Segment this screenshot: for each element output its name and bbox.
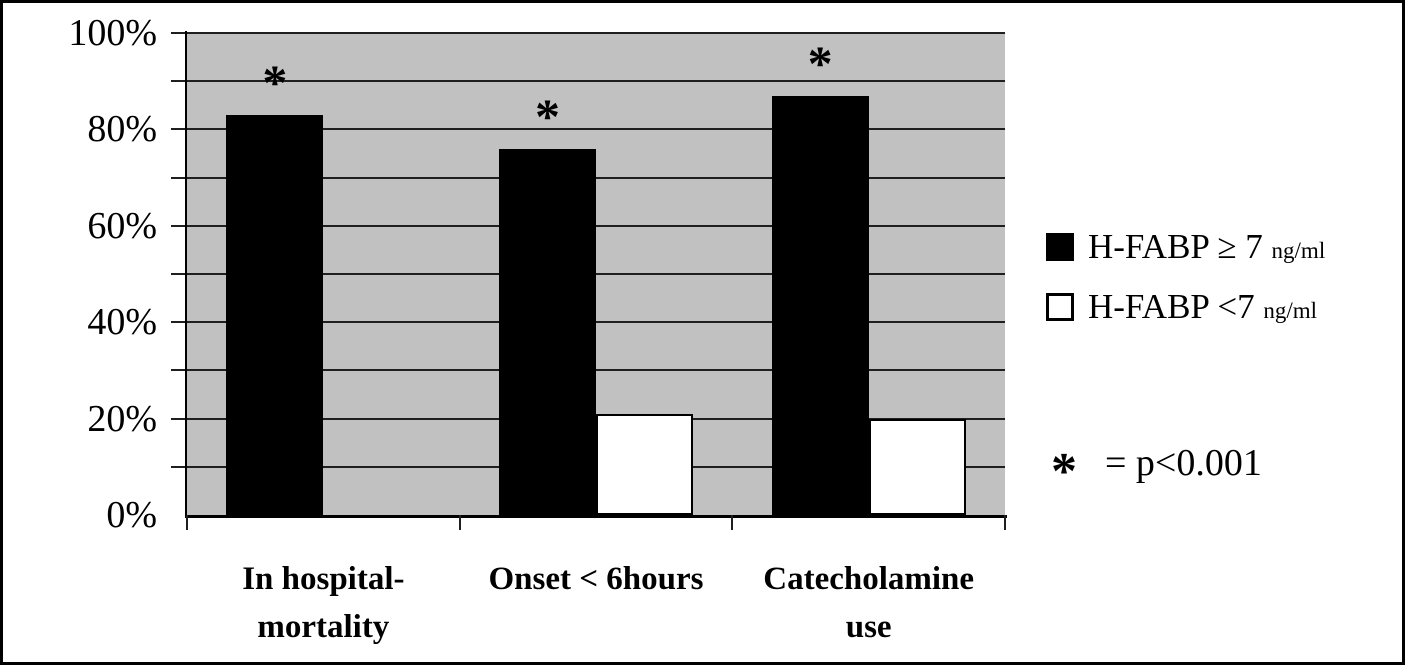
- gridline: [187, 80, 1005, 83]
- gridline: [187, 369, 1005, 372]
- y-axis-label: 80%: [87, 108, 157, 151]
- y-axis-label: 100%: [68, 12, 157, 54]
- y-axis-tick: [171, 369, 187, 372]
- legend-swatch-white-icon: [1046, 293, 1074, 321]
- legend-label: H-FABP ≥ 7 ng/ml: [1088, 227, 1325, 267]
- bar-s1-c2: [868, 418, 966, 515]
- legend-label-main: H-FABP ≥ 7: [1088, 227, 1263, 266]
- p-value-text: = p<0.001: [1105, 442, 1262, 484]
- p-value-note: * = p<0.001: [1051, 441, 1262, 498]
- y-axis-tick: [171, 465, 187, 468]
- significance-asterisk-icon: *: [535, 87, 560, 144]
- x-axis-line: [185, 515, 1007, 518]
- y-axis-label: 60%: [87, 204, 157, 247]
- gridline: [187, 32, 1005, 34]
- y-axis-tick: [171, 224, 187, 227]
- legend-label-unit: ng/ml: [1263, 298, 1317, 323]
- bar-s0-c0: [226, 114, 324, 515]
- x-axis-tick: [1004, 515, 1006, 530]
- y-axis-tick: [171, 176, 187, 179]
- y-axis-label: 0%: [106, 494, 157, 536]
- gridline: [187, 224, 1005, 227]
- y-axis-tick: [171, 273, 187, 275]
- y-axis-line: [185, 31, 187, 517]
- legend: H-FABP ≥ 7 ng/ml H-FABP <7 ng/ml: [1046, 217, 1325, 337]
- gridline: [187, 128, 1005, 131]
- plot-area: 100% 80% 60% 40% 20% 0% * In hospital- mortalit…: [68, 12, 1007, 645]
- y-axis-tick: [171, 32, 187, 34]
- y-axis-label: 20%: [87, 397, 157, 440]
- asterisk-icon: *: [1051, 443, 1077, 500]
- significance-asterisk-icon: *: [262, 53, 288, 110]
- bar-s0-c1: [499, 148, 596, 515]
- category-label: Catecholamine use: [763, 561, 975, 645]
- gridline: [187, 321, 1005, 324]
- x-axis-tick: [458, 515, 461, 530]
- significance-asterisk-icon: *: [807, 34, 833, 91]
- category-label: In hospital- mortality: [242, 561, 405, 645]
- y-axis-label: 40%: [87, 301, 157, 344]
- legend-swatch-black-icon: [1046, 233, 1074, 261]
- y-axis-tick: [171, 417, 187, 420]
- bar-s1-c1: [596, 413, 693, 515]
- gridline: [187, 176, 1005, 179]
- category-label: Onset < 6hours: [488, 561, 704, 597]
- x-axis-tick: [731, 515, 734, 530]
- y-axis-tick: [171, 128, 187, 131]
- bar-s0-c2: [771, 95, 869, 515]
- y-axis-tick: [171, 80, 187, 83]
- y-axis-tick: [171, 321, 187, 324]
- legend-label: H-FABP <7 ng/ml: [1088, 287, 1317, 327]
- x-axis-tick: [186, 515, 188, 530]
- legend-label-unit: ng/ml: [1271, 238, 1326, 263]
- legend-item-hfabp-high: H-FABP ≥ 7 ng/ml: [1046, 217, 1325, 277]
- legend-label-main: H-FABP <7: [1088, 287, 1255, 326]
- legend-item-hfabp-low: H-FABP <7 ng/ml: [1046, 277, 1325, 337]
- gridline: [187, 273, 1005, 275]
